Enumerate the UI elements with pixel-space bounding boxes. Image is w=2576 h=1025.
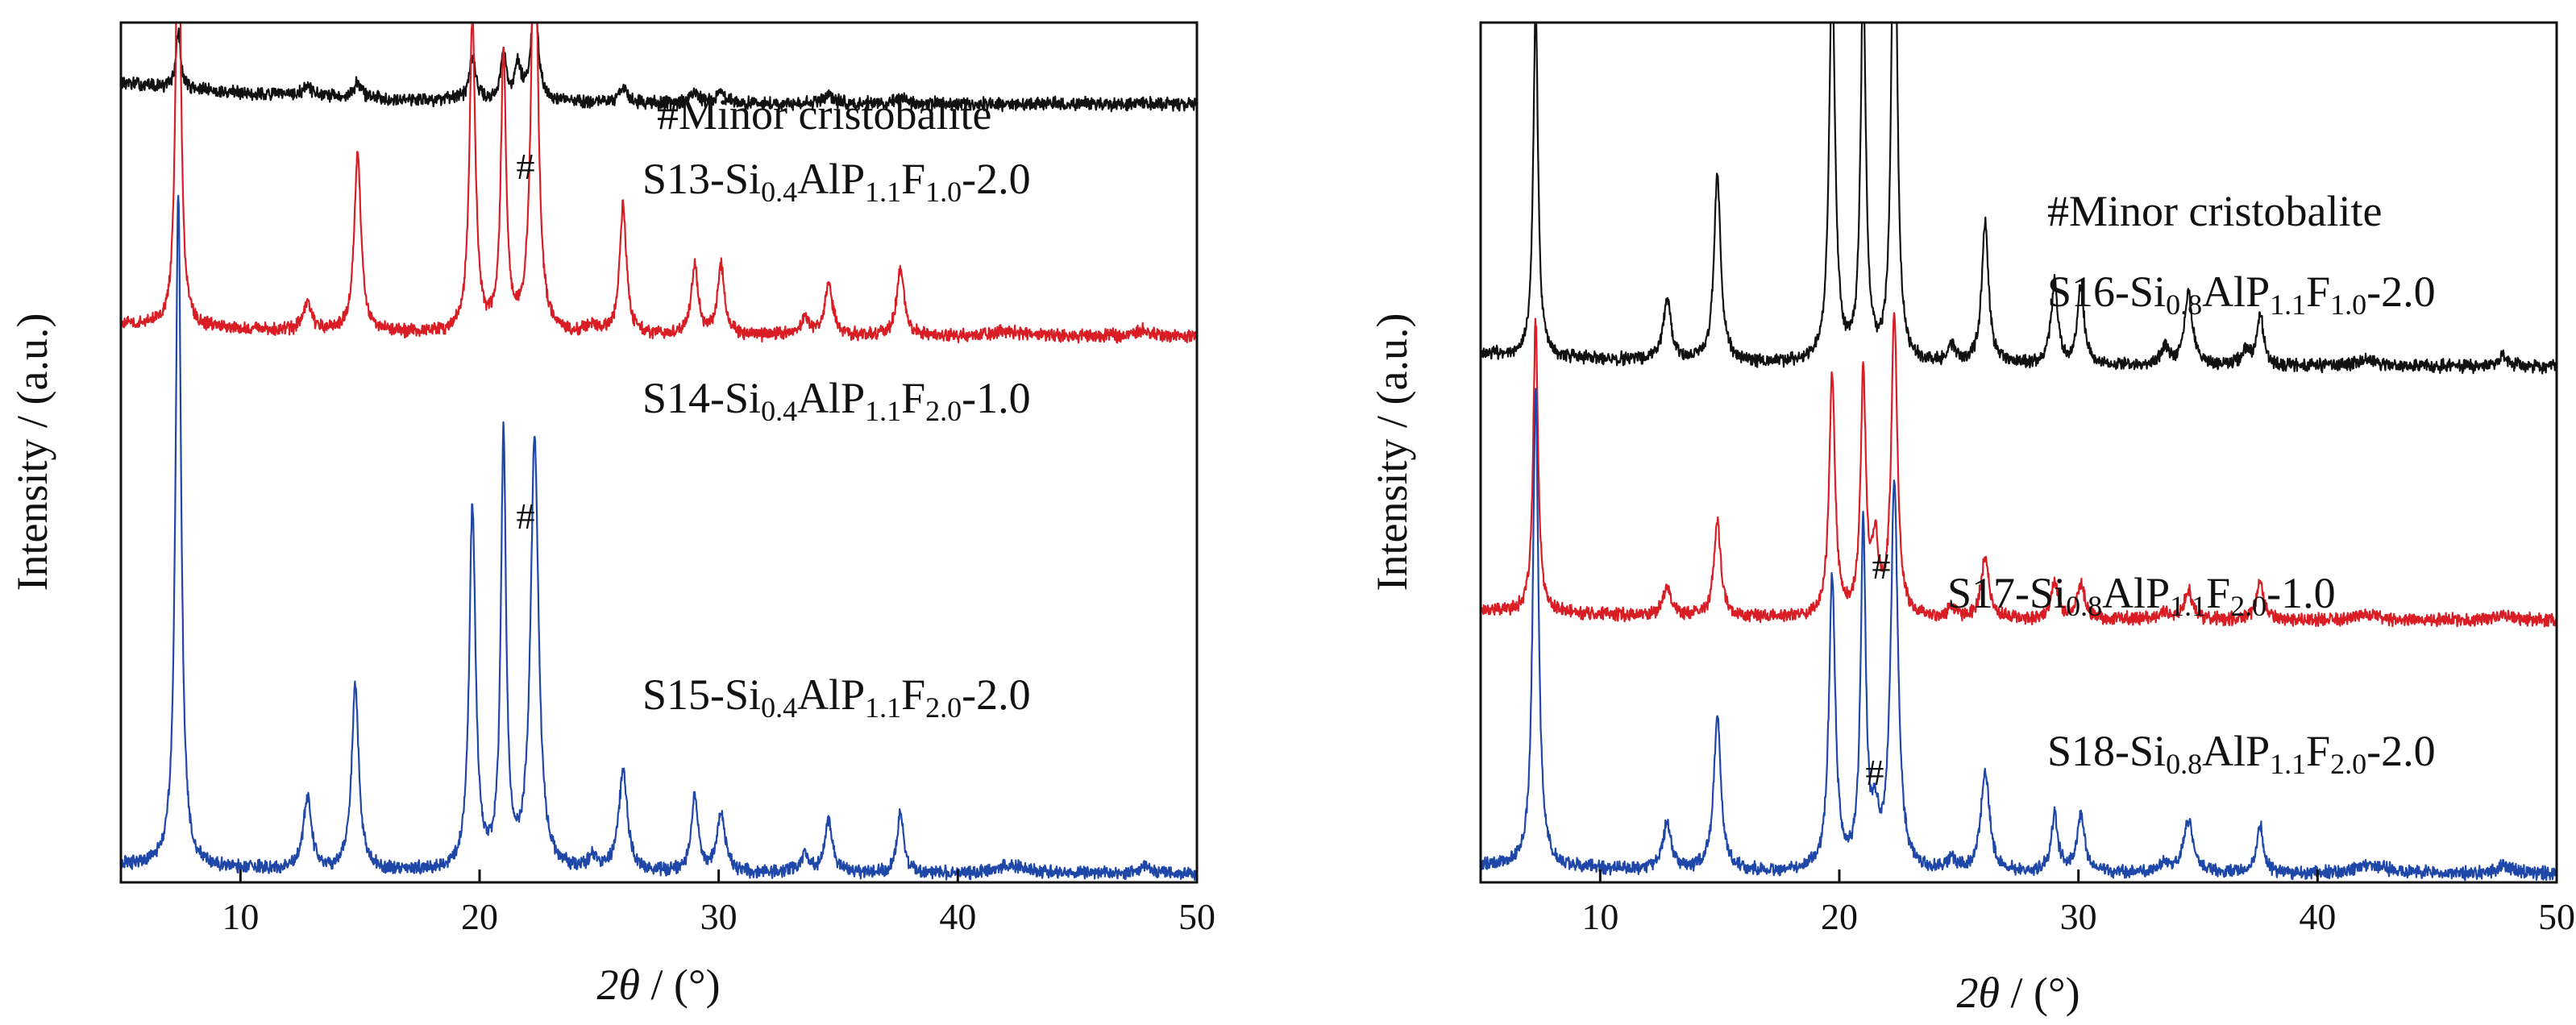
left-x-axis-unit: / (°)	[640, 961, 721, 1009]
left-s13-cristobalite-mark: #	[517, 146, 535, 187]
right-series-label-s16: S16-Si0.8AlP1.1F1.0-2.0	[2047, 268, 2436, 321]
right-panel: 10 20 30 40 50 Intensity / (a.u.) 2θ / (°) #…	[1368, 21, 2575, 1017]
left-x-axis-title: 2θ / (°)	[596, 961, 720, 1009]
left-series-label-s13: S13-Si0.4AlP1.1F1.0-2.0	[642, 155, 1031, 208]
right-s18-cristobalite-mark: #	[1866, 752, 1884, 793]
right-traces	[1481, 23, 2557, 882]
x-tick-label-40: 40	[2299, 896, 2336, 937]
trace-panel0-series0	[121, 23, 1197, 113]
right-y-axis-title: Intensity / (a.u.)	[1368, 313, 1416, 591]
left-header-annotation: #Minor cristobalite	[657, 90, 991, 139]
x-tick-label-10: 10	[222, 896, 259, 937]
right-series-label-s18: S18-Si0.8AlP1.1F2.0-2.0	[2047, 727, 2436, 780]
x-tick-label-20: 20	[1821, 896, 1858, 937]
left-s14-cristobalite-mark: #	[517, 496, 535, 537]
trace-panel1-series1	[1481, 312, 2557, 628]
right-x-axis-unit: / (°)	[2000, 969, 2080, 1017]
right-header-annotation: #Minor cristobalite	[2047, 187, 2382, 235]
left-panel: 10 20 30 40 50 Intensity / (a.u.) 2θ / (°) #…	[8, 21, 1215, 1009]
trace-panel1-series2	[1481, 388, 2557, 882]
left-traces	[121, 23, 1197, 882]
trace-panel0-series1	[121, 23, 1197, 344]
x-tick-label-10: 10	[1581, 896, 1618, 937]
left-series-label-s14: S14-Si0.4AlP1.1F2.0-1.0	[642, 374, 1031, 427]
x-tick-label-50: 50	[1178, 896, 1215, 937]
left-x-ticks: 10 20 30 40 50	[222, 869, 1215, 937]
trace-panel1-series0	[1481, 23, 2557, 375]
right-x-axis-title: 2θ / (°)	[1956, 969, 2079, 1017]
right-x-ticks: 10 20 30 40 50	[1581, 869, 2575, 937]
x-tick-label-50: 50	[2538, 896, 2575, 937]
trace-panel0-series2	[121, 194, 1197, 882]
left-series-label-s15: S15-Si0.4AlP1.1F2.0-2.0	[642, 670, 1031, 724]
x-tick-label-40: 40	[939, 896, 976, 937]
x-tick-label-30: 30	[2060, 896, 2097, 937]
right-s17-cristobalite-mark: #	[1872, 546, 1891, 587]
left-plot-frame	[119, 21, 1199, 884]
left-y-axis-title: Intensity / (a.u.)	[8, 313, 56, 591]
right-series-label-s17: S17-Si0.8AlP1.1F2.0-1.0	[1947, 569, 2336, 622]
left-x-axis-symbol: 2θ	[596, 961, 640, 1009]
right-x-axis-symbol: 2θ	[1956, 969, 2000, 1017]
x-tick-label-20: 20	[461, 896, 498, 937]
x-tick-label-30: 30	[700, 896, 737, 937]
right-plot-frame	[1479, 21, 2558, 884]
